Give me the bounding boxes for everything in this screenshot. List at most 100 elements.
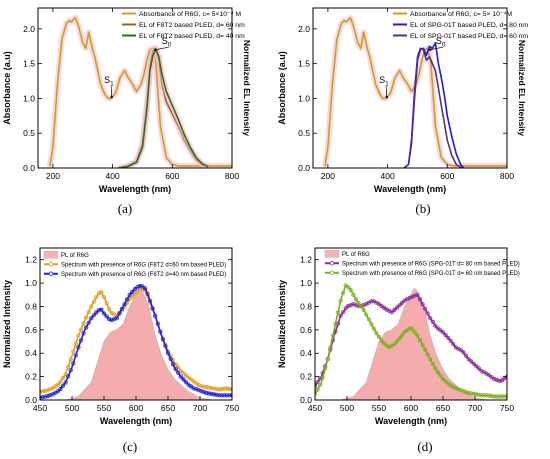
series-point-d-1 <box>348 303 353 308</box>
x-tick-label-a: 800 <box>225 171 239 181</box>
x-tick-label-c: 650 <box>161 403 175 413</box>
y-tick-label-d: 0.2 <box>300 372 312 382</box>
series-point-c-2 <box>224 393 229 398</box>
series-point-d-2 <box>425 352 430 357</box>
series-point-c-2 <box>112 317 117 322</box>
series-point-d-1 <box>443 332 448 338</box>
series-point-c-2 <box>229 393 232 398</box>
series-point-c-1 <box>212 386 217 391</box>
series-point-c-1 <box>78 327 84 332</box>
series-point-d-2 <box>338 298 343 303</box>
series-point-c-2 <box>96 308 102 313</box>
series-point-d-2 <box>323 366 328 371</box>
series-point-d-2 <box>428 357 433 362</box>
plot-area-b <box>321 14 507 168</box>
series-point-c-1 <box>40 389 43 394</box>
series-point-c-2 <box>209 391 214 396</box>
series-point-c-1 <box>89 304 94 309</box>
series-point-d-2 <box>410 327 415 332</box>
x-tick-label-d: 650 <box>436 403 450 413</box>
chart-panel-a: 200 400 600 800 0.0 0.5 1.0 1.5 2.0 Wavelength (n… <box>0 0 275 200</box>
series-point-d-2 <box>374 331 379 336</box>
x-axis-label-d: Wavelength (nm) <box>375 416 447 426</box>
x-tick-label-c: 600 <box>129 403 143 413</box>
x-tick-label-c: 550 <box>97 403 111 413</box>
series-point-c-2 <box>40 395 43 400</box>
series-point-c-1 <box>94 294 99 300</box>
legend-label-d-1: Spectrum with presence of R6G (SPG-01T d… <box>342 262 520 268</box>
x-tick-label-b: 400 <box>381 171 395 181</box>
series-point-d-1 <box>412 293 417 298</box>
series-point-d-2 <box>328 345 333 350</box>
series-point-d-2 <box>438 373 443 378</box>
series-point-d-1 <box>351 302 356 307</box>
x-tick-label-a: 600 <box>165 171 179 181</box>
series-point-c-1 <box>181 371 186 376</box>
y-tick-label-c: 1.2 <box>25 255 37 265</box>
series-point-c-2 <box>42 394 48 399</box>
legend-marker-c-2 <box>48 271 54 276</box>
series-point-d-1 <box>438 328 443 333</box>
y-tick-label-a: 2.0 <box>23 24 35 34</box>
series-point-c-2 <box>165 351 171 356</box>
series-point-d-2 <box>317 382 323 387</box>
y-axis-label-d: Normalized Intensity <box>277 280 287 368</box>
chart-panel-d: 450 500 550 600 650 700 750 0.0 0.2 0.4 0.6 0.8 1.0 1… <box>275 236 550 436</box>
series-point-d-2 <box>463 389 469 395</box>
annotation-label-b-0: S1 <box>379 75 389 88</box>
series-point-d-2 <box>484 393 489 398</box>
legend-label-a-1: EL of F8T2 based PLED, d= 60 nm <box>139 22 245 29</box>
series-point-d-1 <box>461 350 466 355</box>
plot-area-d <box>315 283 507 400</box>
y-tick-label-d: 0.4 <box>300 348 312 358</box>
x-tick-label-c: 500 <box>65 403 79 413</box>
series-point-d-1 <box>423 306 428 311</box>
x-axis-label-a: Wavelength (nm) <box>99 184 171 194</box>
series-point-c-2 <box>86 320 91 325</box>
series-point-c-1 <box>96 291 102 296</box>
series-point-d-2 <box>330 333 336 338</box>
legend-label-d-2: Spectrum with presence of R6G (SPG-01T d… <box>342 271 520 277</box>
series-point-d-1 <box>315 380 320 385</box>
series-point-d-1 <box>451 342 456 347</box>
series-point-c-2 <box>171 362 176 367</box>
series-point-d-1 <box>315 383 318 389</box>
series-point-c-1 <box>188 377 194 382</box>
series-point-c-2 <box>168 356 173 361</box>
series-point-c-2 <box>81 331 86 336</box>
series-point-d-2 <box>348 287 353 293</box>
axes-frame-b <box>312 7 508 169</box>
series-point-c-2 <box>155 321 160 326</box>
series-point-d-1 <box>489 375 494 380</box>
series-point-c-2 <box>191 386 196 391</box>
caption-b: (b) <box>415 201 431 216</box>
series-point-c-1 <box>191 379 196 384</box>
series-point-d-2 <box>479 393 484 398</box>
series-point-d-2 <box>366 317 371 322</box>
series-point-c-1 <box>99 290 104 295</box>
x-tick-label-b: 600 <box>440 171 454 181</box>
series-point-d-2 <box>497 394 502 399</box>
series-point-c-2 <box>137 283 142 289</box>
series-point-c-1 <box>229 387 232 392</box>
series-point-c-2 <box>206 391 212 396</box>
y-tick-label-c: 0.2 <box>25 372 37 382</box>
chart-d-svg: 450 500 550 600 650 700 750 0.0 0.2 0.4 0.6 0.8 1.0 1… <box>277 247 520 426</box>
y-tick-label-d: 0.0 <box>300 395 312 405</box>
series-point-c-2 <box>178 374 183 379</box>
series-point-d-2 <box>504 394 507 399</box>
y-axis-right-label-b: Normalized EL Intensity <box>517 40 527 136</box>
x-tick-label-d: 700 <box>468 403 482 413</box>
y-tick-label-b: 1.0 <box>298 93 310 103</box>
series-point-d-2 <box>440 376 446 382</box>
series-point-d-2 <box>392 342 397 347</box>
series-point-d-2 <box>492 394 497 399</box>
series-point-c-2 <box>76 345 81 350</box>
y-tick-label-c: 0.6 <box>25 325 37 335</box>
series-point-d-2 <box>469 391 474 396</box>
x-tick-label-a: 400 <box>106 171 120 181</box>
y-tick-label-a: 1.5 <box>23 59 35 69</box>
series-point-d-1 <box>497 378 502 383</box>
y-tick-label-d: 1.0 <box>300 278 312 288</box>
chart-panel-b: 200 400 600 800 0.0 0.5 1.0 1.5 2.0 Wavelength (n… <box>275 0 550 200</box>
